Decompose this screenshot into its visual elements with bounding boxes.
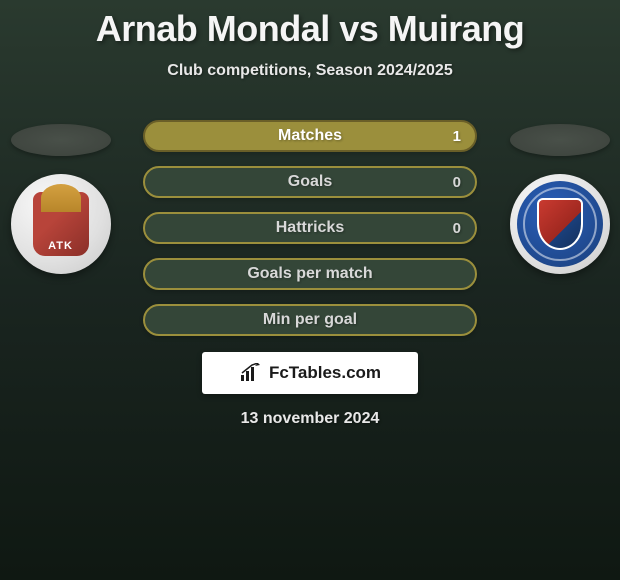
- stat-value: 0: [453, 174, 461, 191]
- stat-label: Goals per match: [247, 265, 372, 283]
- stat-bar-goals-per-match: Goals per match: [143, 258, 477, 290]
- brand-text: FcTables.com: [269, 363, 381, 383]
- jamshedpur-circle-icon: [517, 181, 603, 267]
- right-team-badge: [510, 174, 610, 274]
- left-badge-label: ATK: [48, 240, 73, 252]
- left-column: ATK: [8, 120, 113, 274]
- stat-bar-goals: Goals 0: [143, 166, 477, 198]
- stat-label: Goals: [288, 173, 332, 191]
- left-ellipse-placeholder: [11, 124, 111, 156]
- infographic-container: Arnab Mondal vs Muirang Club competition…: [0, 0, 620, 428]
- title: Arnab Mondal vs Muirang: [0, 8, 620, 50]
- stat-label: Matches: [278, 127, 342, 145]
- stat-label: Min per goal: [263, 311, 357, 329]
- stat-bar-hattricks: Hattricks 0: [143, 212, 477, 244]
- left-team-badge: ATK: [11, 174, 111, 274]
- subtitle: Club competitions, Season 2024/2025: [0, 62, 620, 80]
- stat-value: 1: [453, 128, 461, 145]
- date-text: 13 november 2024: [241, 410, 380, 428]
- chart-icon: [239, 363, 263, 383]
- stats-column: Matches 1 Goals 0 Hattricks 0 Goals per match M…: [135, 120, 485, 336]
- right-column: [507, 120, 612, 274]
- badge-ring-icon: [523, 187, 597, 261]
- right-ellipse-placeholder: [510, 124, 610, 156]
- content-row: ATK Matches 1 Goals 0 Hattricks 0 Goals per ma…: [0, 120, 620, 336]
- footer: FcTables.com 13 november 2024: [0, 352, 620, 428]
- stat-bar-min-per-goal: Min per goal: [143, 304, 477, 336]
- stat-value: 0: [453, 220, 461, 237]
- stat-bar-matches: Matches 1: [143, 120, 477, 152]
- brand-box: FcTables.com: [202, 352, 418, 394]
- stat-label: Hattricks: [276, 219, 344, 237]
